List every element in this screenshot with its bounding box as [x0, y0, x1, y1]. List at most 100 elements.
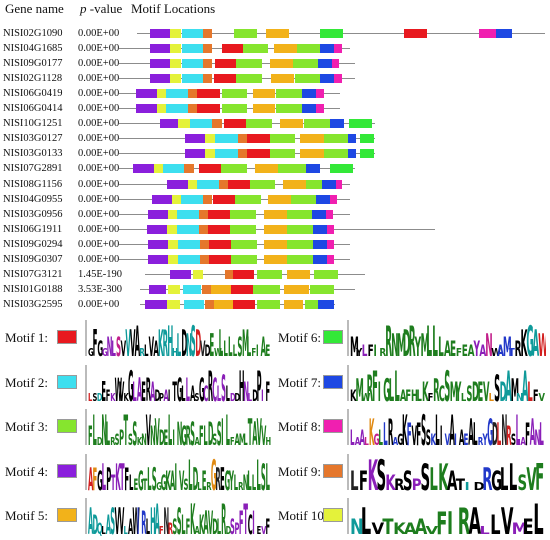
motif-9-box — [203, 29, 212, 38]
logo-letter: L — [394, 363, 399, 402]
logo-letter: S — [172, 515, 177, 536]
motif-10-box — [193, 269, 203, 279]
motif-10-box — [188, 179, 197, 189]
logo-letter: L — [473, 417, 478, 447]
logo-letter: D — [500, 376, 507, 402]
logo-letter: A — [469, 500, 482, 536]
logo-letter: S — [191, 318, 196, 358]
p-value: 0.00E+00 — [78, 58, 120, 70]
logo-letter: S — [184, 475, 189, 491]
motif-1-box — [247, 134, 270, 144]
logo-letter: R — [433, 373, 440, 402]
logo-letter: R — [515, 336, 522, 358]
logo-letter: F — [88, 420, 93, 447]
gene-row: NISI02G1128 0.00E+00 — [0, 71, 550, 86]
logo-letter: K — [402, 407, 408, 447]
logo-letter: E — [134, 475, 139, 491]
logo-letter: F — [416, 417, 421, 447]
logo-letter: W — [214, 348, 222, 358]
logo-letter: F — [359, 466, 368, 492]
legend-item-motif-7: Motif 7: K M W R F I G L L A F H L K F R C S M Y L S D E V L S D A M N A… — [278, 363, 546, 407]
p-value: 0.00E+00 — [78, 88, 120, 100]
logo-letter: L — [101, 526, 106, 536]
motif-1-box — [404, 29, 427, 38]
gene-name: NISI07G3121 — [3, 268, 63, 280]
header-motif-locations: Motif Locations — [131, 1, 216, 16]
logo-letter: L — [181, 382, 185, 403]
logo-letter: I — [465, 480, 470, 492]
motif-9-box — [203, 194, 212, 204]
logo-letter: F — [407, 417, 412, 447]
logo-letter: A — [155, 496, 160, 536]
motif-8-box — [316, 104, 324, 114]
logo-letter: F — [93, 323, 98, 358]
logo-letter: A — [170, 465, 175, 492]
logo-letter: L — [243, 431, 247, 447]
logo-letter: W — [115, 373, 122, 403]
logo-letter: E — [202, 465, 207, 492]
p-value: 0.00E+00 — [78, 208, 120, 220]
logo-letter: M — [512, 519, 528, 536]
motif-7-box — [330, 119, 344, 129]
motif-1-box — [224, 119, 246, 129]
logo-letter: D — [403, 323, 410, 358]
logo-letter: L — [88, 392, 93, 402]
gene-row: NISI03G2595 0.00E+00 — [0, 297, 550, 312]
logo-letter: R — [385, 319, 392, 358]
motif-3-box — [257, 269, 282, 279]
logo-letter: N — [150, 420, 156, 447]
motif-2-box — [215, 149, 238, 159]
logo-letter: V — [445, 431, 451, 447]
logo-letter: M — [242, 323, 249, 358]
motif-8-box — [336, 179, 342, 189]
motif-10-box — [167, 299, 180, 309]
logo-letter: M — [511, 373, 519, 402]
logo-letter: A — [195, 437, 200, 447]
logo-letter: I — [174, 456, 177, 491]
logo-letter: F — [159, 526, 164, 536]
logo-letter: M — [356, 373, 364, 402]
legend-label: Motif 2: — [5, 374, 48, 390]
logo-letter: R — [478, 437, 484, 447]
logo-letter: E — [257, 526, 262, 536]
logo-letter: L — [102, 456, 106, 491]
logo-letter: A — [88, 501, 93, 536]
logo-letter: R — [379, 347, 386, 358]
logo-letter: F — [93, 462, 98, 492]
logo-letter: S — [261, 456, 266, 491]
p-value: 1.45E-190 — [78, 268, 123, 280]
logo-letter: D — [155, 386, 161, 402]
logo-letter: S — [421, 455, 431, 492]
motif-4-box — [136, 89, 157, 99]
motif-7-box — [306, 164, 320, 174]
motif-7-box — [318, 299, 334, 309]
p-value: 0.00E+00 — [78, 118, 120, 130]
logo-letter: G — [397, 431, 403, 447]
header-p-letter: p — [80, 1, 87, 16]
logo-letter: A — [400, 386, 407, 403]
legend-swatch — [57, 508, 77, 522]
logo-letter: S — [217, 417, 222, 447]
motif-10-box — [157, 89, 166, 99]
p-value: 0.00E+00 — [78, 163, 120, 175]
logo-letter: P — [412, 475, 422, 491]
logo-letter: T — [172, 376, 177, 403]
logo-letter: V — [125, 323, 131, 358]
logo-letter: K — [110, 392, 116, 402]
motif-3-box — [304, 119, 330, 129]
logo-letter: K — [199, 509, 205, 536]
motif-9-box — [203, 44, 212, 54]
logo-letter: R — [506, 420, 512, 447]
gene-name: NISI01G0188 — [3, 283, 63, 295]
legend-item-motif-4: Motif 4: A F G L P T K T F L E G T L S G G K A I V S L D L E R G R E G Y… — [5, 452, 272, 496]
motif-5-box — [270, 59, 293, 69]
motif-5-box — [253, 89, 275, 99]
motif-4-box — [147, 224, 167, 234]
logo-letter: F — [533, 386, 539, 403]
motif-10-box — [170, 74, 181, 84]
logo-letter: G — [199, 373, 205, 403]
logo-letter: R — [221, 496, 226, 536]
logo-letter: V — [526, 460, 536, 492]
logo-letter: I — [447, 505, 453, 536]
logo-letter: V — [261, 420, 266, 447]
